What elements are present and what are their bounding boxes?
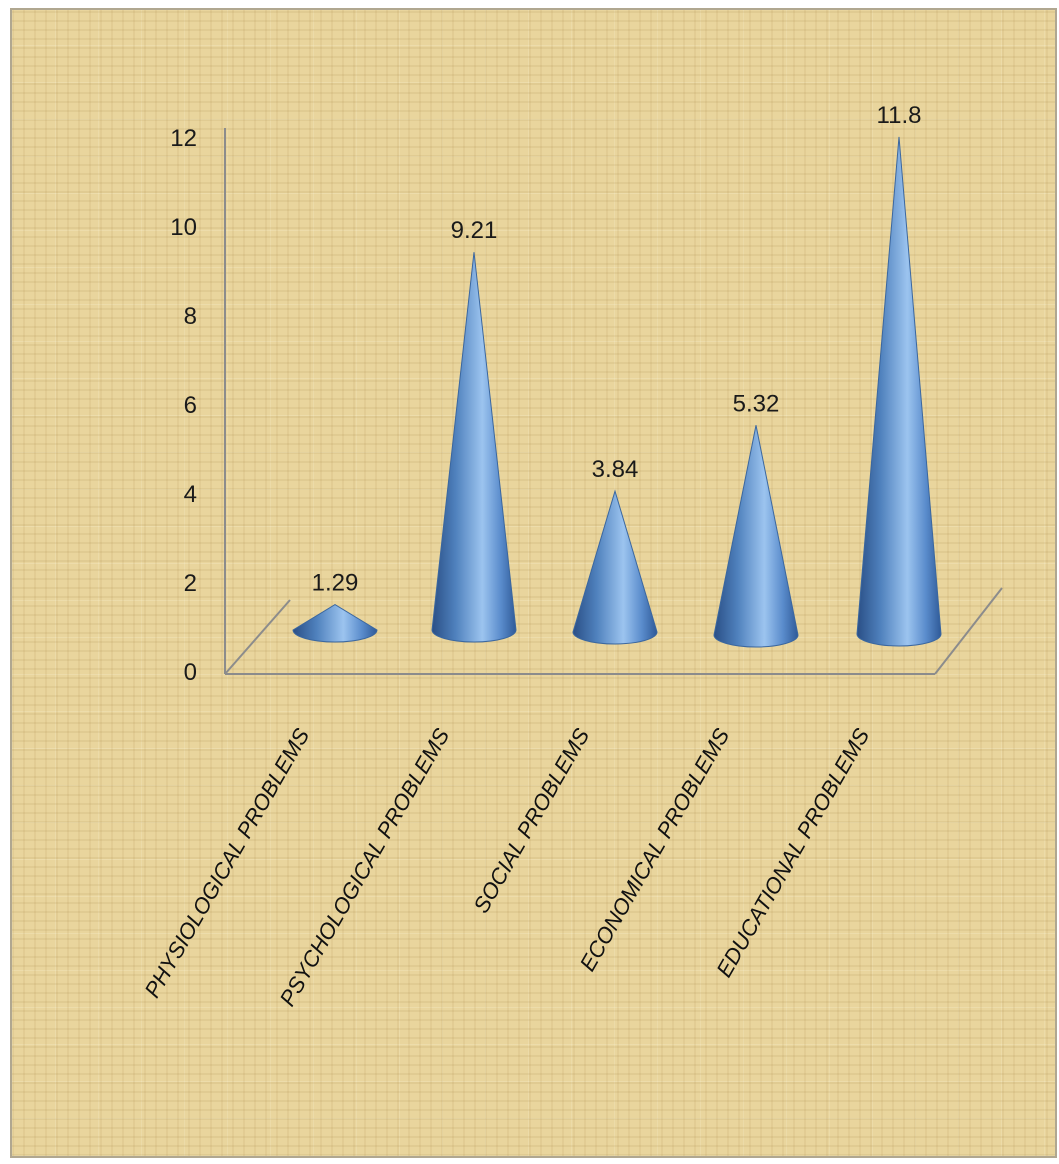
chart-frame: 0 2 4 6 8 10 12 1.29 9.21 3.84 5.32 11.8 PHYSIOLOG…: [10, 8, 1057, 1158]
y-tick-label: 4: [184, 481, 197, 508]
data-label: 1.29: [312, 570, 359, 597]
y-tick-label: 0: [184, 659, 197, 686]
category-label: PHYSIOLOGICAL PROBLEMS: [139, 724, 314, 1002]
category-label: PSYCHOLOGICAL PROBLEMS: [275, 724, 455, 1011]
y-tick-label: 8: [184, 303, 197, 330]
y-tick-label: 6: [184, 392, 197, 419]
cone-chart: 0 2 4 6 8 10 12 1.29 9.21 3.84 5.32 11.8 PHYSIOLOG…: [139, 102, 1003, 1011]
category-label: SOCIAL PROBLEMS: [468, 724, 594, 917]
category-label: EDUCATIONAL PROBLEMS: [711, 724, 874, 982]
cone-mark: [572, 489, 658, 645]
y-axis-ticks: 0 2 4 6 8 10 12: [170, 125, 197, 686]
data-label: 3.84: [592, 456, 639, 483]
y-tick-label: 12: [170, 125, 197, 152]
data-label: 9.21: [451, 217, 498, 244]
cones: [292, 136, 942, 648]
cone-mark: [292, 604, 378, 643]
cone-mark: [431, 252, 517, 643]
floor-left-edge: [224, 599, 291, 675]
data-labels: 1.29 9.21 3.84 5.32 11.8: [312, 102, 922, 597]
y-tick-label: 10: [170, 214, 197, 241]
y-tick-label: 2: [184, 570, 197, 597]
floor-right-edge: [934, 587, 1003, 675]
category-label: ECONOMICAL PROBLEMS: [575, 724, 735, 976]
data-label: 5.32: [733, 390, 780, 417]
axes: [224, 128, 1003, 675]
cone-mark: [713, 425, 799, 648]
cone-mark: [856, 136, 942, 647]
data-label: 11.8: [877, 102, 922, 129]
